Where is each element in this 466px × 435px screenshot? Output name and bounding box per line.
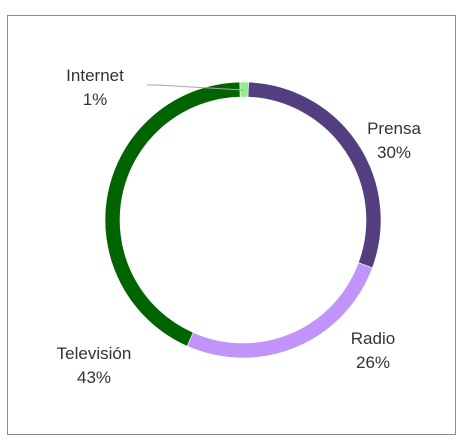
leader-line-internet <box>147 84 244 91</box>
donut-chart: Prensa 30% Radio 26% Televisión 43% Inte… <box>57 66 422 387</box>
label-internet-percent: 1% <box>83 90 108 109</box>
slices-group <box>104 81 382 359</box>
slice-television <box>104 81 241 347</box>
label-prensa-name: Prensa <box>367 119 421 138</box>
label-radio-percent: 26% <box>356 353 390 372</box>
slice-internet <box>239 81 249 98</box>
label-prensa-percent: 30% <box>377 143 411 162</box>
slice-radio <box>186 262 373 359</box>
label-radio-name: Radio <box>351 329 395 348</box>
leader-lines-group <box>147 84 244 91</box>
slice-prensa <box>247 81 382 269</box>
label-television-percent: 43% <box>77 368 111 387</box>
label-internet-name: Internet <box>66 66 124 85</box>
label-television-name: Televisión <box>57 344 132 363</box>
